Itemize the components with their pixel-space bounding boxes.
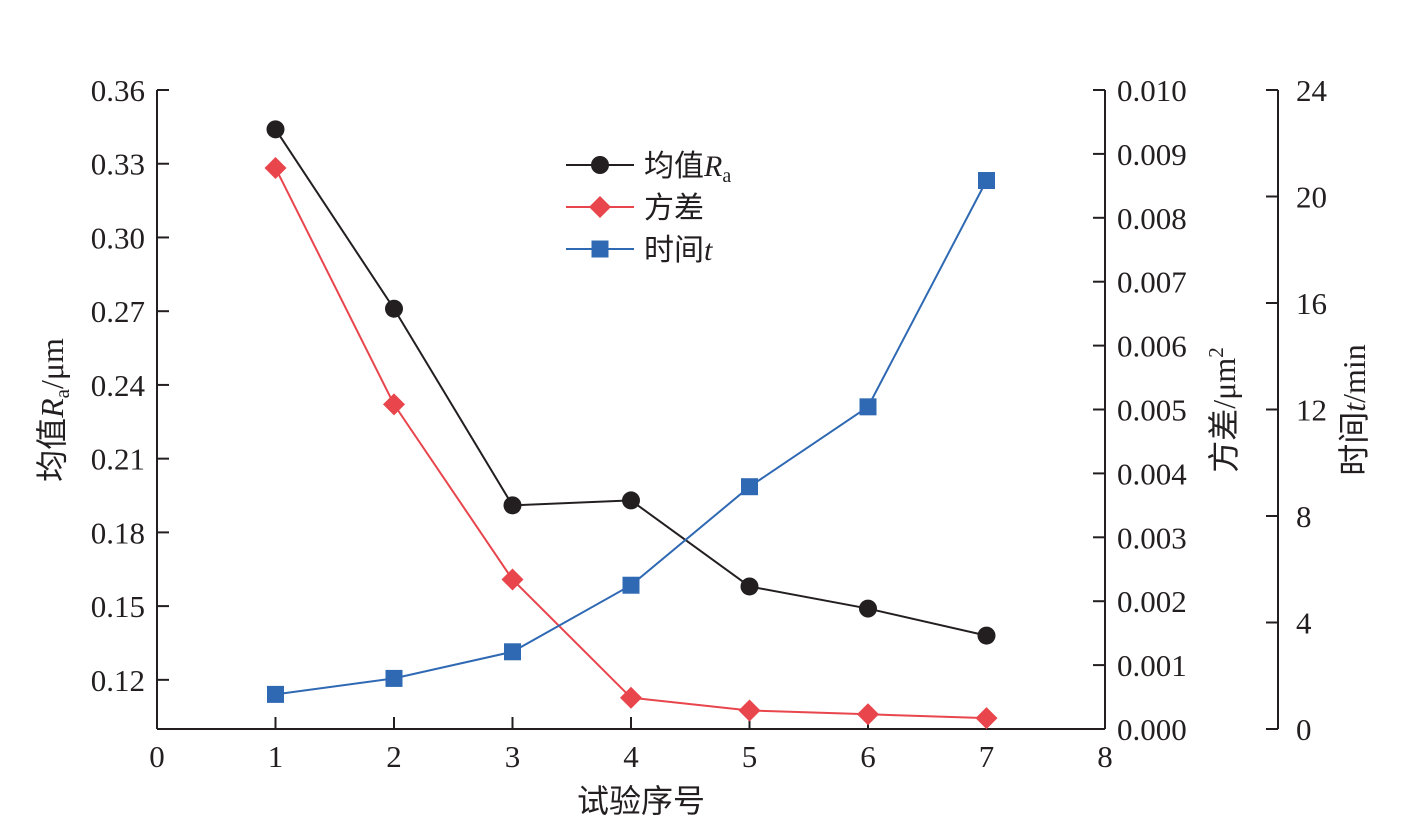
series-3 <box>267 172 995 703</box>
right2-tick-label: 12 <box>1296 393 1327 428</box>
series-1-point-7 <box>977 626 996 645</box>
series-2-point-1 <box>264 156 287 179</box>
series-3-point-1 <box>267 685 284 703</box>
legend-marker <box>591 156 609 174</box>
left-axis-title: 均值Ra/μm <box>34 338 74 482</box>
series-1-point-4 <box>622 491 640 510</box>
series-layer <box>264 120 998 730</box>
series-3-point-7 <box>978 172 995 190</box>
legend-item-2: 方差 <box>566 192 704 225</box>
series-3-point-4 <box>622 576 640 594</box>
left-tick-label: 0.24 <box>91 368 146 403</box>
right2-tick-label: 0 <box>1296 712 1312 747</box>
x-tick-label: 0 <box>149 739 165 774</box>
right1-tick-label: 0.003 <box>1117 520 1187 555</box>
series-1-point-1 <box>266 120 285 139</box>
right1-tick-label: 0.005 <box>1117 393 1187 428</box>
right2-tick-label: 8 <box>1296 499 1312 534</box>
left-tick-label: 0.21 <box>91 442 145 477</box>
right1-tick-label: 0.010 <box>1117 73 1187 108</box>
series-1 <box>266 120 996 645</box>
legend-label: 均值Ra <box>644 150 731 187</box>
right1-tick-label: 0.004 <box>1117 456 1187 491</box>
right1-tick-label: 0.001 <box>1117 648 1187 683</box>
right1-tick-label: 0.009 <box>1117 137 1187 172</box>
legend-item-3: 时间t <box>566 234 713 267</box>
right2-tick-label: 16 <box>1296 286 1327 321</box>
series-2-point-2 <box>383 393 405 416</box>
legend-label: 方差 <box>644 192 704 225</box>
x-tick-label: 4 <box>623 739 639 774</box>
series-2-point-5 <box>738 699 761 722</box>
series-3-point-5 <box>741 478 758 496</box>
x-tick-label: 2 <box>386 739 402 774</box>
x-tick-label: 7 <box>979 739 995 774</box>
series-3-point-3 <box>504 643 521 661</box>
x-tick-label: 1 <box>268 739 284 774</box>
x-axis-title: 试验序号 <box>577 783 705 819</box>
legend-label: 时间t <box>644 234 713 267</box>
left-tick-label: 0.33 <box>91 147 145 182</box>
series-2-point-3 <box>501 568 524 591</box>
right1-tick-label: 0.000 <box>1117 712 1187 747</box>
right1-axis-title: 方差/μm2 <box>1204 347 1242 472</box>
series-1-point-6 <box>859 599 877 618</box>
series-1-point-5 <box>740 577 759 596</box>
left-tick-label: 0.27 <box>91 294 145 329</box>
series-3-point-2 <box>385 669 403 687</box>
series-3-line <box>275 180 988 696</box>
left-tick-label: 0.36 <box>91 73 145 108</box>
right1-tick-label: 0.002 <box>1117 584 1187 619</box>
left-tick-label: 0.30 <box>91 220 145 255</box>
series-2-point-4 <box>620 686 642 709</box>
x-tick-label: 5 <box>742 739 758 774</box>
left-tick-label: 0.15 <box>91 589 145 624</box>
axes-layer: 0 1 2 3 4 5 6 7 8试验序号0.120.150.180.210.240.270.3… <box>34 73 1372 819</box>
right2-tick-label: 4 <box>1296 606 1312 641</box>
series-2-point-7 <box>975 707 998 730</box>
series-2-point-6 <box>857 703 879 726</box>
x-tick-label: 6 <box>860 739 876 774</box>
right2-tick-label: 24 <box>1296 73 1328 108</box>
series-2-line <box>274 167 987 720</box>
series-2 <box>264 156 998 730</box>
right2-axis-title: 时间t/min <box>1336 344 1372 476</box>
left-tick-label: 0.12 <box>91 663 145 698</box>
right2-tick-label: 20 <box>1296 180 1327 215</box>
x-tick-label: 3 <box>505 739 521 774</box>
right1-tick-label: 0.006 <box>1117 329 1187 364</box>
legend-item-1: 均值Ra <box>566 150 731 187</box>
legend-marker <box>589 196 611 218</box>
series-3-point-6 <box>859 398 877 416</box>
right1-tick-label: 0.008 <box>1117 201 1187 236</box>
right1-tick-label: 0.007 <box>1117 265 1187 300</box>
series-1-point-3 <box>503 496 522 515</box>
x-tick-label: 8 <box>1097 739 1113 774</box>
legend-marker <box>591 240 609 258</box>
left-tick-label: 0.18 <box>91 515 145 550</box>
series-1-point-2 <box>385 299 403 318</box>
